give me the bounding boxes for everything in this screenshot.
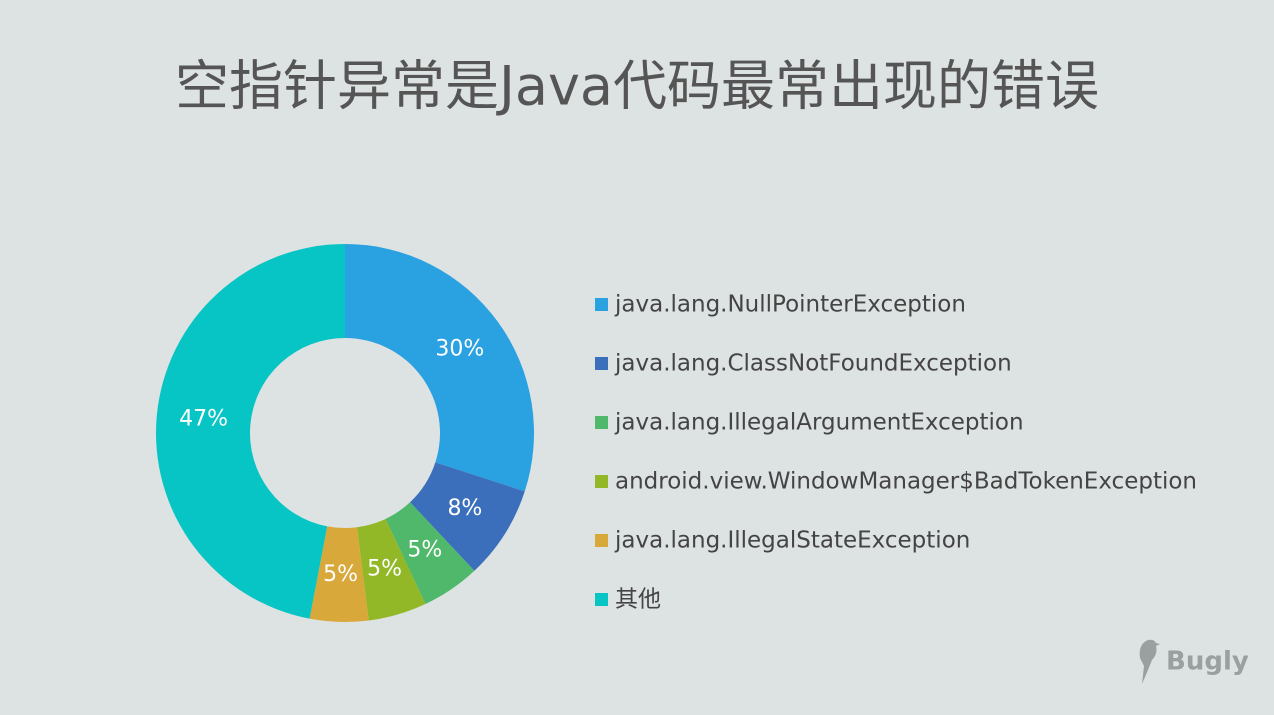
data-label: 5% [323,562,358,587]
brand-text: Bugly [1166,647,1249,677]
legend-swatch [595,298,608,311]
donut-slice [156,244,345,619]
chart-title: 空指针异常是Java代码最常出现的错误 [175,55,1099,118]
data-label: 47% [179,407,228,432]
brand-logo: Bugly [1139,639,1249,684]
legend-swatch [595,593,608,606]
donut-slice [356,518,426,621]
legend-label: java.lang.IllegalStateException [614,528,970,554]
legend-swatch [595,475,608,488]
legend-swatch [595,416,608,429]
legend-swatch [595,534,608,547]
data-label: 5% [407,537,442,562]
data-label: 30% [435,337,484,362]
legend-label: java.lang.ClassNotFoundException [614,351,1012,377]
legend-swatch [595,357,608,370]
bird-icon [1139,639,1160,684]
legend-label: 其他 [615,587,661,613]
data-label: 5% [367,556,402,581]
donut-slice [309,526,369,622]
donut-slice [345,244,534,492]
data-label: 8% [447,496,482,521]
legend-label: java.lang.IllegalArgumentException [614,410,1024,436]
donut-slice [385,502,475,605]
legend-label: android.view.WindowManager$BadTokenExcep… [615,469,1197,495]
donut-slice [410,462,525,571]
legend-label: java.lang.NullPointerException [614,292,966,318]
